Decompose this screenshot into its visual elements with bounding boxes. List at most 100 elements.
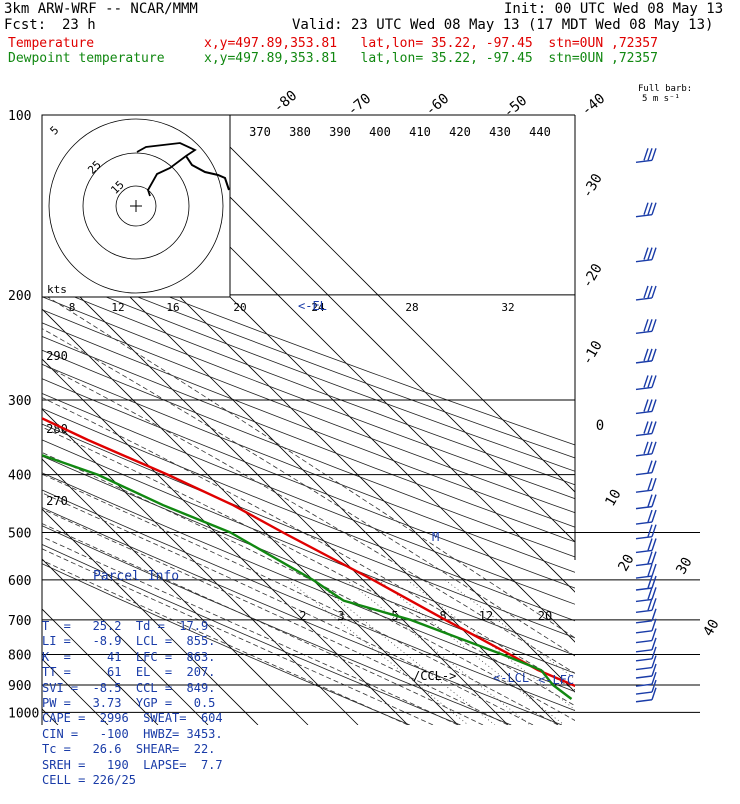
dewpoint-legend: Dewpoint temperature: [8, 51, 165, 66]
wind-barb-staff: [635, 489, 653, 493]
wind-barb-flag: [647, 202, 653, 215]
wind-barb-flag: [651, 375, 657, 388]
wind-barb-flag: [651, 618, 657, 632]
dry-adiabat-line: [42, 525, 512, 725]
temperature-location-info: x,y=497.89,353.81 lat,lon= 35.22, -97.45…: [204, 36, 658, 51]
dry-adiabat-line: [42, 258, 575, 459]
init-time: Init: 00 UTC Wed 08 May 13: [504, 1, 724, 17]
isotherm-label: -80: [271, 88, 301, 117]
isotherm-line: [147, 115, 575, 543]
wind-barb-staff: [635, 360, 653, 364]
wind-barb-staff: [635, 297, 653, 301]
mixing-ratio-label: 2: [299, 609, 306, 623]
isotherm-label: 30: [673, 555, 695, 578]
dry-adiabat-line: [42, 543, 461, 725]
dewpoint-location-info: x,y=497.89,353.81 lat,lon= 35.22, -97.45…: [204, 51, 658, 66]
wind-barbs: [635, 148, 657, 703]
level-marker: <-LFC: [538, 673, 574, 687]
wind-barb-flag: [647, 563, 653, 577]
parcel-info-title: Parcel Info: [92, 568, 180, 584]
hodograph-speed-label: 24: [311, 301, 325, 314]
wind-barb-staff: [635, 691, 653, 695]
hodograph-ring: [82, 152, 190, 260]
wind-barb-staff: [635, 675, 653, 679]
wind-barb-flag: [651, 646, 657, 660]
level-marker: <-LCL: [493, 671, 529, 685]
wind-barb-staff: [635, 587, 653, 591]
mixing-ratio-label: 3: [337, 609, 344, 623]
pressure-label-200: 200: [8, 289, 31, 304]
dry-adiabat-line: [42, 489, 575, 711]
hodograph-trace-upper: [136, 142, 197, 197]
isotherm-label: 40: [700, 617, 722, 640]
wind-barb-flag: [647, 421, 653, 434]
wind-barb-flag: [647, 441, 653, 455]
parcel-info-row: T = 25.2 Td = 17.9: [42, 619, 209, 634]
theta-label: 370: [249, 125, 271, 139]
pressure-label-700: 700: [8, 614, 31, 629]
parcel-info-row: LI = -8.9 LCL = 855.: [42, 634, 216, 649]
wind-barb-flag: [647, 375, 653, 388]
dry-adiabat-line: [42, 393, 575, 605]
pressure-label-400: 400: [8, 469, 31, 484]
wind-barb-staff: [635, 258, 653, 263]
wind-barb-staff: [635, 549, 653, 554]
isotherm-line: [42, 308, 459, 725]
wind-barb-staff: [635, 471, 653, 476]
wind-barb-staff: [635, 521, 653, 525]
hodograph-ring: [115, 185, 157, 227]
hodograph-speed-label: 16: [166, 301, 179, 314]
wind-barb-flag: [651, 687, 657, 700]
wind-barb-staff: [635, 609, 653, 613]
parcel-info-row: TT = 61 EL = 207.: [42, 665, 216, 680]
wind-barb-flag: [647, 460, 653, 473]
dry-adiabat-line: [42, 363, 575, 573]
wind-barb-flag: [651, 655, 657, 668]
pressure-label-900: 900: [8, 679, 31, 694]
wind-barb-flag: [651, 441, 657, 455]
wind-barb-staff: [635, 453, 653, 457]
theta-label: 400: [369, 125, 391, 139]
dry-adiabat-line: [42, 455, 575, 674]
wind-barb-staff: [635, 666, 653, 671]
wind-barb-flag: [651, 460, 657, 473]
hodograph-speed-label: 32: [501, 301, 514, 314]
theta-left-label: 290: [46, 349, 68, 363]
dry-adiabat-line: [42, 283, 575, 486]
theta-label: 440: [529, 125, 551, 139]
wind-barb-flag: [643, 285, 649, 299]
wind-barb-staff: [635, 159, 653, 163]
pressure-label-300: 300: [8, 394, 31, 409]
dry-adiabat-line: [42, 408, 575, 622]
wind-barb-flag: [651, 348, 657, 362]
dry-adiabat-line: [42, 296, 575, 500]
dewpoint-trace: [42, 454, 573, 700]
wind-barb-flag: [651, 608, 657, 621]
isotherm-label: 20: [615, 552, 637, 575]
mixing-ratio-line: [444, 579, 575, 680]
isotherm-label: 0: [596, 418, 604, 434]
wind-barb-flag: [647, 477, 653, 491]
isotherm-line: [42, 408, 359, 725]
isotherm-line: [42, 258, 509, 725]
theta-left-label: 270: [46, 494, 68, 508]
isotherm-label: -20: [579, 261, 606, 291]
hodograph-speed-label: 20: [233, 301, 246, 314]
theta-label: 380: [289, 125, 311, 139]
dry-adiabat-line: [42, 563, 410, 725]
wind-barb-staff: [635, 562, 653, 567]
wind-barb-flag: [651, 285, 657, 299]
wind-barb-flag: [647, 538, 653, 551]
dry-adiabat-line: [42, 271, 575, 472]
level-marker: <-EL: [298, 299, 327, 313]
hodograph-kts-label: kts: [47, 283, 67, 296]
dry-adiabat-line: [42, 246, 575, 446]
parcel-info-row: K = 41 LFC = 863.: [42, 649, 216, 664]
wind-barb-flag: [651, 202, 657, 215]
mixing-ratio-label: 20: [538, 609, 552, 623]
hodograph-speed-label: 8: [69, 301, 76, 314]
wind-barb-staff: [635, 432, 653, 437]
wind-barb-staff: [635, 639, 653, 644]
wind-barb-flag: [651, 524, 657, 537]
